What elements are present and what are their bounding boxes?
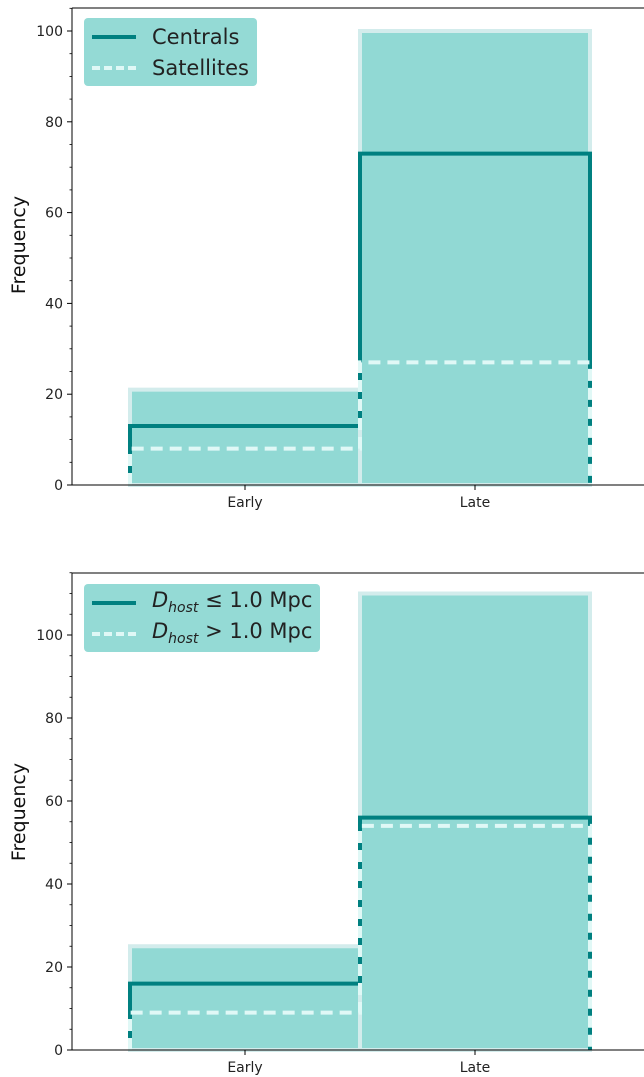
dashed-step-outline [128,360,592,485]
solid-step-outline [128,151,592,485]
y-axis-label: Frequency [8,763,30,861]
x-tick-label-early: Early [227,495,262,511]
histogram-bar-early [128,944,362,1052]
histogram-bar-early [128,387,362,487]
y-tick-label: 0 [54,478,63,494]
y-tick-label: 20 [45,960,63,976]
x-tick-label-late: Late [460,495,490,511]
y-tick-label: 0 [54,1043,63,1059]
y-tick-label: 40 [45,877,63,893]
x-tick-label-late: Late [460,1060,490,1076]
y-axis-label: Frequency [8,196,30,294]
y-tick-label: 80 [45,711,63,727]
y-tick-label: 100 [36,24,63,40]
y-tick-label: 60 [45,206,63,222]
y-tick-label: 100 [36,628,63,644]
y-tick-label: 20 [45,387,63,403]
y-tick-label: 40 [45,296,63,312]
y-tick-label: 60 [45,794,63,810]
histogram-bar-late [358,591,592,1052]
x-tick-label-early: Early [227,1060,262,1076]
histogram-bar-late [358,29,592,487]
y-tick-label: 80 [45,115,63,131]
